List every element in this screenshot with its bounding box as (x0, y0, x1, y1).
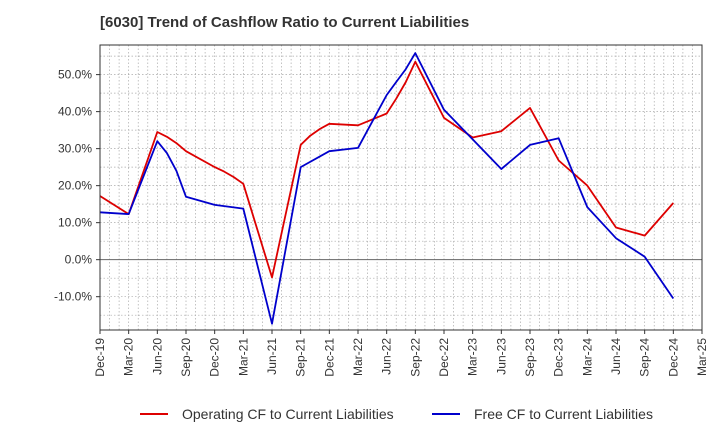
x-tick-label: Dec-19 (93, 338, 107, 377)
y-tick-label: 30.0% (58, 142, 92, 156)
x-tick-label: Jun-21 (265, 338, 279, 375)
y-tick-label: 10.0% (58, 216, 92, 230)
x-tick-label: Dec-22 (437, 338, 451, 377)
x-tick-label: Jun-24 (609, 338, 623, 375)
x-tick-label: Mar-21 (236, 338, 250, 376)
x-tick-label: Sep-20 (179, 338, 193, 377)
legend-label-2: Free CF to Current Liabilities (474, 406, 653, 422)
x-tick-label: Jun-22 (380, 338, 394, 375)
plot-border (99, 44, 703, 331)
x-tick-label: Dec-23 (552, 338, 566, 377)
x-tick-label: Dec-24 (666, 338, 680, 377)
y-axis-ticks: 50.0% 40.0% 30.0% 20.0% 10.0% 0.0% -10.0% (54, 68, 100, 304)
x-tick-label: Sep-24 (638, 338, 652, 377)
y-tick-label: 40.0% (58, 105, 92, 119)
x-tick-label: Sep-23 (523, 338, 537, 377)
series-line-1 (99, 60, 674, 279)
x-tick-label: Sep-21 (294, 338, 308, 377)
x-tick-label: Dec-20 (208, 338, 222, 377)
x-tick-label: Mar-24 (580, 338, 594, 376)
y-tick-label: -10.0% (54, 290, 92, 304)
grid-lines (99, 45, 703, 330)
x-tick-label: Mar-25 (695, 338, 709, 376)
plot-area (100, 45, 702, 330)
y-tick-label: 20.0% (58, 179, 92, 193)
y-tick-label: 0.0% (65, 253, 93, 267)
legend: Operating CF to Current Liabilities Free … (140, 406, 653, 422)
x-tick-label: Sep-22 (408, 338, 422, 377)
x-axis-ticks: Dec-19 Mar-20 Jun-20 Sep-20 Dec-20 Mar-21 Jun-… (93, 330, 709, 377)
legend-label-1: Operating CF to Current Liabilities (182, 406, 394, 422)
x-tick-label: Dec-21 (322, 338, 336, 377)
chart-title: [6030] Trend of Cashflow Ratio to Curren… (100, 14, 470, 31)
x-tick-label: Jun-20 (150, 338, 164, 375)
y-tick-label: 50.0% (58, 68, 92, 82)
x-tick-label: Mar-20 (122, 338, 136, 376)
plot-background (100, 45, 702, 330)
series-lines (99, 52, 675, 325)
plot-frame (99, 44, 703, 331)
x-tick-label: Jun-23 (494, 338, 508, 375)
x-tick-label: Mar-22 (351, 338, 365, 376)
x-tick-label: Mar-23 (466, 338, 480, 376)
series-line-2 (99, 52, 675, 325)
